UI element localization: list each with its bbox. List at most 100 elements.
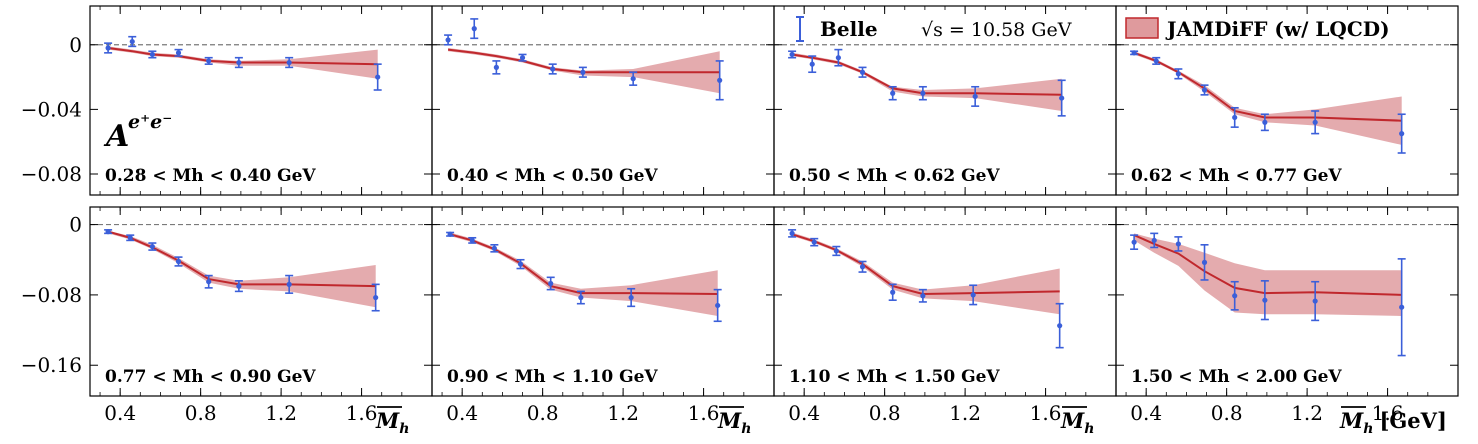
data-point bbox=[789, 51, 795, 58]
data-point bbox=[1151, 237, 1157, 244]
data-point bbox=[149, 243, 155, 250]
x-tick-label-col2-0: 0.4 bbox=[788, 401, 820, 425]
observable-label-base: A bbox=[103, 119, 129, 154]
x-axis-title-3-var: M bbox=[1339, 408, 1364, 433]
x-tick-label-col1-2: 1.2 bbox=[607, 401, 639, 425]
panel-2: 0.50 < Mh < 0.62 GeV bbox=[773, 5, 1117, 196]
data-point bbox=[286, 59, 292, 66]
data-point bbox=[890, 289, 896, 295]
theory-line bbox=[107, 230, 376, 288]
data-point bbox=[970, 292, 976, 298]
x-axis-title-2: Mh bbox=[1060, 408, 1094, 437]
data-point bbox=[175, 258, 182, 265]
data-point bbox=[630, 76, 636, 82]
x-axis-title-2-var: M bbox=[1060, 408, 1085, 433]
data-point bbox=[375, 74, 381, 80]
data-point bbox=[373, 294, 379, 301]
x-tick-label-col1-1: 0.8 bbox=[527, 401, 559, 425]
x-tick-label-col3-1: 0.8 bbox=[1211, 401, 1243, 425]
x-axis-title-0-var: M bbox=[375, 408, 400, 433]
data-point bbox=[715, 302, 721, 309]
data-point bbox=[1232, 114, 1238, 121]
data-point bbox=[1131, 239, 1137, 245]
data-point bbox=[469, 237, 475, 244]
data-point bbox=[517, 261, 524, 267]
x-axis-title-2-sub: h bbox=[1084, 421, 1094, 437]
observable-label: A e⁺e⁻ bbox=[103, 111, 172, 154]
data-point bbox=[550, 66, 556, 72]
theory-line bbox=[107, 47, 378, 66]
data-point bbox=[1201, 259, 1208, 265]
panel-7: 1.50 < Mh < 2.00 GeV bbox=[1115, 206, 1459, 397]
theory-band bbox=[1134, 233, 1402, 316]
panel-5: 0.90 < Mh < 1.10 GeV bbox=[431, 206, 775, 397]
data-point bbox=[809, 61, 815, 67]
legend-sqrt-s: √s = 10.58 GeV bbox=[921, 19, 1072, 41]
data-point bbox=[286, 281, 292, 287]
y-tick-label-row0-2: −0.08 bbox=[21, 162, 82, 186]
bin-label: 0.40 < Mh < 0.50 GeV bbox=[447, 166, 658, 186]
y-tick-label-row1-1: −0.08 bbox=[21, 283, 82, 307]
y-tick-label-row1-0: 0 bbox=[69, 213, 82, 237]
x-tick-label-col3-0: 0.4 bbox=[1130, 401, 1162, 425]
theory-band bbox=[1134, 51, 1402, 145]
x-tick-label-col0-0: 0.4 bbox=[104, 401, 136, 425]
data-point bbox=[890, 90, 896, 96]
data-point bbox=[578, 294, 584, 301]
panel-1: 0.40 < Mh < 0.50 GeV bbox=[431, 5, 775, 196]
panels-layer: 0 −0.04 −0.08 0 −0.08 −0.16 0.4 0.4 0.4 0.4 0.8 0.8… bbox=[21, 5, 1459, 425]
data-point bbox=[580, 69, 586, 75]
data-point bbox=[206, 279, 212, 285]
x-axis-title-1-sub: h bbox=[741, 421, 751, 437]
theory-band bbox=[792, 232, 1060, 315]
theory-line bbox=[449, 233, 718, 295]
data-point bbox=[859, 264, 866, 270]
x-tick-label-col1-3: 1.6 bbox=[688, 401, 720, 425]
panel-3: 0.62 < Mh < 0.77 GeV bbox=[1115, 5, 1459, 196]
data-point bbox=[129, 38, 135, 45]
data-point bbox=[1057, 323, 1063, 329]
data-point bbox=[628, 294, 634, 301]
data-point bbox=[920, 293, 926, 299]
data-point bbox=[236, 283, 242, 289]
data-point bbox=[175, 50, 182, 56]
panel-0: 0.28 < Mh < 0.40 GeV bbox=[89, 5, 433, 196]
x-tick-label-col0-3: 1.6 bbox=[346, 401, 378, 425]
data-point bbox=[447, 231, 453, 237]
legend-theory-swatch bbox=[1125, 17, 1159, 39]
data-point bbox=[811, 239, 817, 245]
theory-line bbox=[447, 48, 720, 74]
theory-band bbox=[792, 52, 1062, 111]
x-tick-label-col0-1: 0.8 bbox=[185, 401, 217, 425]
legend-theory-label: JAMDiFF (w/ LQCD) bbox=[1165, 17, 1390, 41]
x-axis-title-3-sub: h bbox=[1363, 421, 1373, 437]
data-point bbox=[548, 280, 554, 287]
data-point bbox=[236, 59, 242, 66]
x-tick-label-col0-2: 1.2 bbox=[265, 401, 297, 425]
data-point bbox=[105, 45, 111, 51]
data-point bbox=[1153, 58, 1159, 64]
theory-band bbox=[450, 232, 718, 316]
data-point bbox=[491, 245, 497, 251]
bin-label: 1.50 < Mh < 2.00 GeV bbox=[1131, 367, 1342, 387]
theory-line bbox=[1133, 51, 1402, 122]
data-point bbox=[519, 55, 526, 61]
data-point bbox=[1175, 241, 1181, 247]
x-axis-title-0: Mh bbox=[375, 408, 409, 437]
x-axis-title-1: Mh bbox=[717, 408, 751, 437]
x-axis-title-3: Mh [GeV] bbox=[1339, 408, 1447, 437]
data-point bbox=[1059, 95, 1065, 101]
x-tick-label-col1-0: 0.4 bbox=[446, 401, 478, 425]
y-tick-label-row1-2: −0.16 bbox=[21, 353, 82, 377]
data-point bbox=[1262, 119, 1268, 125]
panel-6: 1.10 < Mh < 1.50 GeV bbox=[773, 206, 1117, 397]
data-point bbox=[859, 69, 866, 75]
data-point bbox=[1201, 87, 1208, 93]
data-point bbox=[105, 229, 111, 235]
x-tick-label-col3-2: 1.2 bbox=[1291, 401, 1323, 425]
x-tick-label-col2-3: 1.6 bbox=[1030, 401, 1062, 425]
data-point bbox=[833, 248, 839, 254]
theory-line bbox=[1133, 234, 1402, 296]
data-point bbox=[835, 55, 841, 61]
